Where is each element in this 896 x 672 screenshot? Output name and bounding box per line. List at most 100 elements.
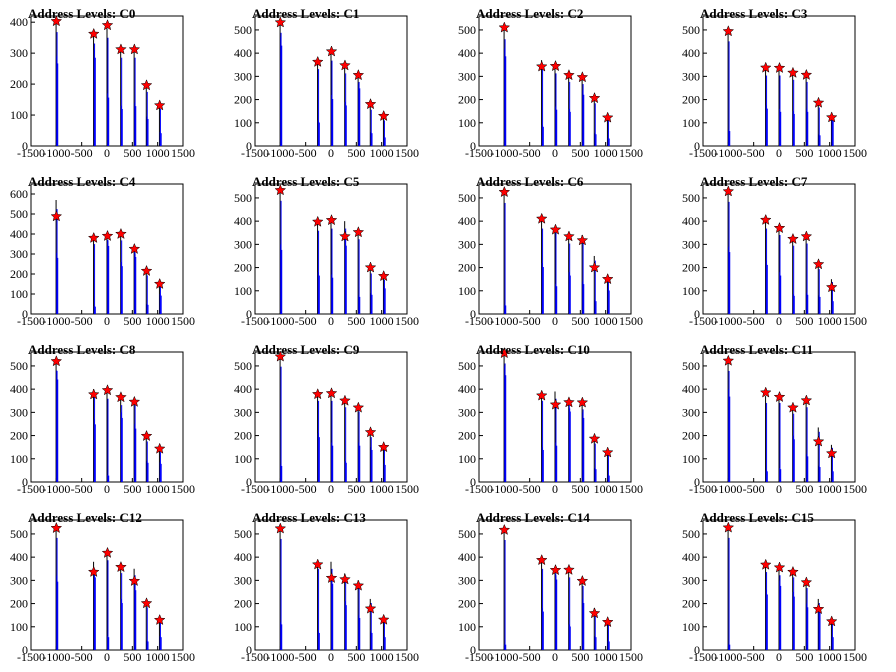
peak-marker	[787, 66, 799, 78]
chart-title: Address Levels: C12	[28, 510, 142, 525]
x-tick-label: 1000	[370, 146, 394, 160]
x-tick-label: -1000	[714, 650, 742, 664]
peak-marker	[101, 229, 114, 241]
y-tick-label: 200	[234, 597, 252, 611]
x-tick-label: 0	[328, 650, 334, 664]
x-tick-label: 1500	[619, 146, 643, 160]
y-tick-label: 100	[10, 452, 28, 466]
chart-svg: -1500-1000 -500 0 500 1000 1500 0 100 200 300 400 5…	[234, 519, 419, 664]
peak-marker	[825, 281, 838, 293]
x-tick-label: 1000	[594, 314, 618, 328]
x-tick-label: -1000	[714, 482, 742, 496]
peak-marker	[576, 234, 589, 246]
peak-marker	[759, 558, 772, 570]
y-tick-label: 0	[22, 643, 28, 657]
x-tick-label: 1000	[146, 314, 170, 328]
peak-marker	[153, 613, 166, 626]
peak-marker	[352, 69, 365, 81]
peak-marker	[311, 388, 324, 400]
chart-svg: -1500-1000 -500 0 500 1000 1500 0 100 200 300 400 5…	[10, 351, 195, 496]
chart-title: Address Levels: C7	[700, 174, 808, 189]
y-tick-label: 0	[470, 475, 476, 489]
x-tick-label: -1000	[42, 314, 70, 328]
peak-marker	[498, 21, 511, 33]
y-tick-label: 100	[10, 620, 28, 634]
x-tick-label: -1500	[241, 146, 269, 160]
y-tick-label: 400	[10, 382, 28, 396]
chart-panel-c13: -1500 -1000 -500 0 500 1000 1500 0 100 200 300 400 5…	[224, 504, 448, 672]
y-tick-label: 500	[458, 359, 476, 373]
y-tick-label: 300	[234, 573, 252, 587]
peak-marker	[50, 521, 63, 534]
chart-svg: -1500-1000 -500 0 500 1000 1500 0 100 200 300 400 5…	[682, 183, 867, 328]
x-tick-label: 1500	[843, 314, 867, 328]
chart-svg: -1500-1000 -500 0 500 1000 1500 0 100 200 300 400 5…	[458, 15, 643, 160]
x-tick-label: 1000	[594, 482, 618, 496]
y-tick-label: 200	[10, 267, 28, 281]
x-tick-label: -1000	[266, 314, 294, 328]
peak-marker	[87, 231, 100, 243]
x-tick-label: 500	[123, 146, 141, 160]
chart-svg: -1500-1000 -500 0 500 1000 1500 0 100 200 300 400 5…	[10, 183, 195, 328]
chart-panel-c6: -1500 -1000 -500 0 500 1000 1500 0 100 200 300 400 5…	[448, 168, 672, 336]
x-tick-label: 0	[776, 650, 782, 664]
y-tick-label: 200	[458, 93, 476, 107]
y-tick-label: 400	[682, 382, 700, 396]
y-tick-label: 500	[458, 23, 476, 37]
x-tick-label: -1500	[17, 314, 45, 328]
chart-svg: -1500-1000 -500 0 500 1000 1500 0 100 200 300 400 5…	[682, 15, 867, 160]
y-tick-label: 300	[10, 46, 28, 60]
peak-marker	[274, 522, 287, 534]
peak-marker	[759, 213, 772, 225]
peak-marker	[339, 59, 351, 71]
chart-title: Address Levels: C4	[28, 174, 136, 189]
y-tick-label: 100	[682, 452, 700, 466]
peak-marker	[549, 563, 562, 576]
x-tick-label: 1500	[843, 146, 867, 160]
peak-marker	[274, 16, 287, 28]
y-tick-label: 100	[234, 284, 252, 298]
x-tick-label: 1000	[594, 650, 618, 664]
peak-marker	[274, 350, 287, 362]
peak-marker	[101, 546, 114, 558]
peak-marker	[364, 98, 377, 110]
peak-marker	[812, 602, 825, 615]
y-tick-label: 100	[10, 108, 28, 122]
peak-marker	[50, 210, 63, 222]
peak-marker	[722, 185, 735, 197]
y-tick-label: 400	[10, 227, 28, 241]
x-tick-label: 1000	[370, 314, 394, 328]
x-tick-label: -1000	[490, 482, 518, 496]
chart-title: Address Levels: C13	[252, 510, 366, 525]
x-tick-label: -500	[743, 146, 765, 160]
peak-marker	[311, 558, 324, 570]
y-tick-label: 400	[10, 15, 28, 29]
y-tick-label: 400	[10, 550, 28, 564]
x-tick-label: -1500	[689, 314, 717, 328]
y-tick-label: 200	[682, 429, 700, 443]
peak-marker	[825, 111, 838, 123]
chart-panel-c11: -1500 -1000 -500 0 500 1000 1500 0 100 200 300 400 5…	[672, 336, 896, 504]
x-tick-label: 500	[123, 650, 141, 664]
y-tick-label: 0	[470, 307, 476, 321]
y-tick-label: 100	[682, 620, 700, 634]
y-tick-label: 200	[458, 429, 476, 443]
y-tick-label: 300	[234, 69, 252, 83]
peak-marker	[800, 230, 813, 242]
x-tick-label: 500	[795, 314, 813, 328]
y-tick-label: 500	[682, 527, 700, 541]
y-tick-label: 500	[682, 23, 700, 37]
x-tick-label: 500	[347, 650, 365, 664]
y-tick-label: 300	[10, 247, 28, 261]
x-tick-label: -1000	[714, 146, 742, 160]
x-tick-label: 0	[552, 146, 558, 160]
peak-marker	[364, 261, 377, 273]
y-tick-label: 300	[458, 237, 476, 251]
y-tick-label: 0	[22, 139, 28, 153]
peak-marker	[759, 386, 772, 398]
x-tick-label: 0	[328, 314, 334, 328]
peak-marker	[773, 221, 786, 234]
x-tick-label: 0	[104, 482, 110, 496]
x-tick-label: 1000	[146, 650, 170, 664]
y-tick-label: 100	[458, 620, 476, 634]
